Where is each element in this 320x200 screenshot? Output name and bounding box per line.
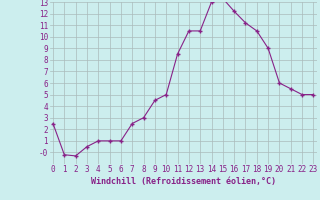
- X-axis label: Windchill (Refroidissement éolien,°C): Windchill (Refroidissement éolien,°C): [91, 177, 276, 186]
